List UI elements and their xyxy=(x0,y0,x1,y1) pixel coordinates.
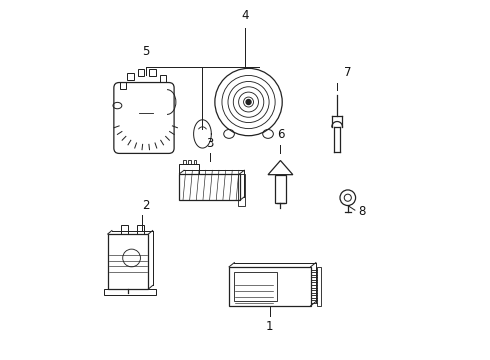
Bar xyxy=(179,174,240,201)
Text: 2: 2 xyxy=(142,199,149,212)
Bar xyxy=(229,267,311,306)
Text: 5: 5 xyxy=(142,45,149,58)
Text: 8: 8 xyxy=(358,206,366,219)
Bar xyxy=(120,82,126,89)
Bar xyxy=(104,289,156,295)
Bar xyxy=(238,174,245,206)
Bar xyxy=(149,69,156,76)
Text: 7: 7 xyxy=(344,66,352,79)
Bar xyxy=(160,75,166,82)
Text: 1: 1 xyxy=(266,320,273,333)
Bar xyxy=(138,69,145,76)
Bar xyxy=(137,225,144,234)
Circle shape xyxy=(246,100,251,104)
Bar xyxy=(179,164,199,174)
Bar xyxy=(188,159,191,164)
Text: 6: 6 xyxy=(277,128,284,141)
Text: 4: 4 xyxy=(241,9,249,22)
Bar xyxy=(183,159,186,164)
Bar xyxy=(121,225,128,234)
Text: 3: 3 xyxy=(206,137,213,150)
Bar xyxy=(194,159,196,164)
Bar xyxy=(234,272,277,301)
Bar xyxy=(127,73,134,80)
Bar xyxy=(275,175,286,203)
Bar xyxy=(108,234,148,289)
Bar xyxy=(317,267,321,306)
